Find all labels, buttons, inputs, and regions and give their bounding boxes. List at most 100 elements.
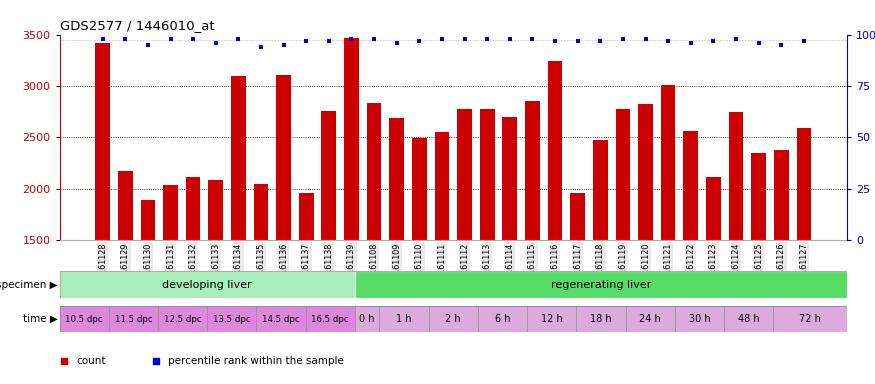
Bar <box>344 38 359 384</box>
Bar <box>60 271 355 298</box>
Bar <box>367 103 382 384</box>
Bar <box>480 109 494 384</box>
Bar <box>706 177 721 384</box>
Bar <box>593 141 607 384</box>
Bar <box>186 177 200 384</box>
Point <box>706 38 720 44</box>
Point <box>616 36 630 42</box>
Point <box>503 36 517 42</box>
Text: percentile rank within the sample: percentile rank within the sample <box>168 356 344 366</box>
Bar <box>675 306 724 332</box>
Text: 72 h: 72 h <box>799 314 821 324</box>
Bar <box>502 117 517 384</box>
Point <box>389 40 403 46</box>
Bar <box>305 306 355 332</box>
Text: 12.5 dpc: 12.5 dpc <box>164 314 201 324</box>
Bar <box>683 131 698 384</box>
Point <box>797 38 811 44</box>
Bar <box>108 306 158 332</box>
Bar <box>163 185 178 384</box>
Text: developing liver: developing liver <box>163 280 252 290</box>
Point <box>570 38 584 44</box>
Point <box>525 36 539 42</box>
Text: GDS2577 / 1446010_at: GDS2577 / 1446010_at <box>60 19 214 32</box>
Text: 12 h: 12 h <box>541 314 563 324</box>
Bar <box>321 111 336 384</box>
Point <box>276 42 290 48</box>
Bar <box>724 306 774 332</box>
Text: 2 h: 2 h <box>445 314 461 324</box>
Bar <box>429 306 478 332</box>
Point <box>662 38 676 44</box>
Bar <box>141 200 155 384</box>
Text: 10.5 dpc: 10.5 dpc <box>66 314 103 324</box>
Bar <box>299 193 313 384</box>
Text: time ▶: time ▶ <box>23 314 58 324</box>
Bar <box>796 128 811 384</box>
Point <box>480 36 494 42</box>
Bar <box>118 171 133 384</box>
Text: 13.5 dpc: 13.5 dpc <box>213 314 250 324</box>
Point <box>254 44 268 50</box>
Bar <box>389 118 404 384</box>
Point <box>412 38 426 44</box>
Bar <box>355 306 380 332</box>
Bar <box>256 306 305 332</box>
Text: 0 h: 0 h <box>360 314 374 324</box>
Point <box>345 36 359 42</box>
Bar <box>638 104 653 384</box>
Text: 48 h: 48 h <box>738 314 760 324</box>
Point <box>209 40 223 46</box>
Point <box>458 36 472 42</box>
Bar <box>525 101 540 384</box>
Bar <box>774 306 847 332</box>
Point <box>774 42 788 48</box>
Point <box>683 40 697 46</box>
Bar <box>478 306 527 332</box>
Point <box>639 36 653 42</box>
Bar <box>458 109 472 384</box>
Bar <box>752 153 766 384</box>
Bar <box>355 271 847 298</box>
Bar <box>626 306 675 332</box>
Bar <box>435 132 449 384</box>
Bar <box>527 306 577 332</box>
Text: count: count <box>76 356 106 366</box>
Point <box>368 36 382 42</box>
Bar <box>570 193 585 384</box>
Bar <box>774 150 788 384</box>
Point <box>118 36 132 42</box>
Bar <box>95 43 110 384</box>
Bar <box>207 306 256 332</box>
Point <box>593 38 607 44</box>
Point <box>164 36 178 42</box>
Point <box>141 42 155 48</box>
Text: 11.5 dpc: 11.5 dpc <box>115 314 152 324</box>
Point <box>322 38 336 44</box>
Point <box>729 36 743 42</box>
Bar <box>661 85 676 384</box>
Point <box>752 40 766 46</box>
Bar <box>615 109 630 384</box>
Bar <box>276 74 291 384</box>
Point <box>186 36 200 42</box>
Text: regenerating liver: regenerating liver <box>550 280 651 290</box>
Point <box>337 218 351 224</box>
Bar <box>208 180 223 384</box>
Bar <box>231 76 246 384</box>
Text: 14.5 dpc: 14.5 dpc <box>262 314 300 324</box>
Point <box>435 36 449 42</box>
Point <box>548 38 562 44</box>
Point <box>299 38 313 44</box>
Point <box>231 36 245 42</box>
Bar <box>412 138 427 384</box>
Bar <box>380 306 429 332</box>
Text: 18 h: 18 h <box>590 314 612 324</box>
Bar <box>254 184 269 384</box>
Bar <box>577 306 626 332</box>
Point <box>95 36 109 42</box>
Bar <box>60 306 108 332</box>
Bar <box>158 306 207 332</box>
Text: specimen ▶: specimen ▶ <box>0 280 58 290</box>
Text: 1 h: 1 h <box>396 314 412 324</box>
